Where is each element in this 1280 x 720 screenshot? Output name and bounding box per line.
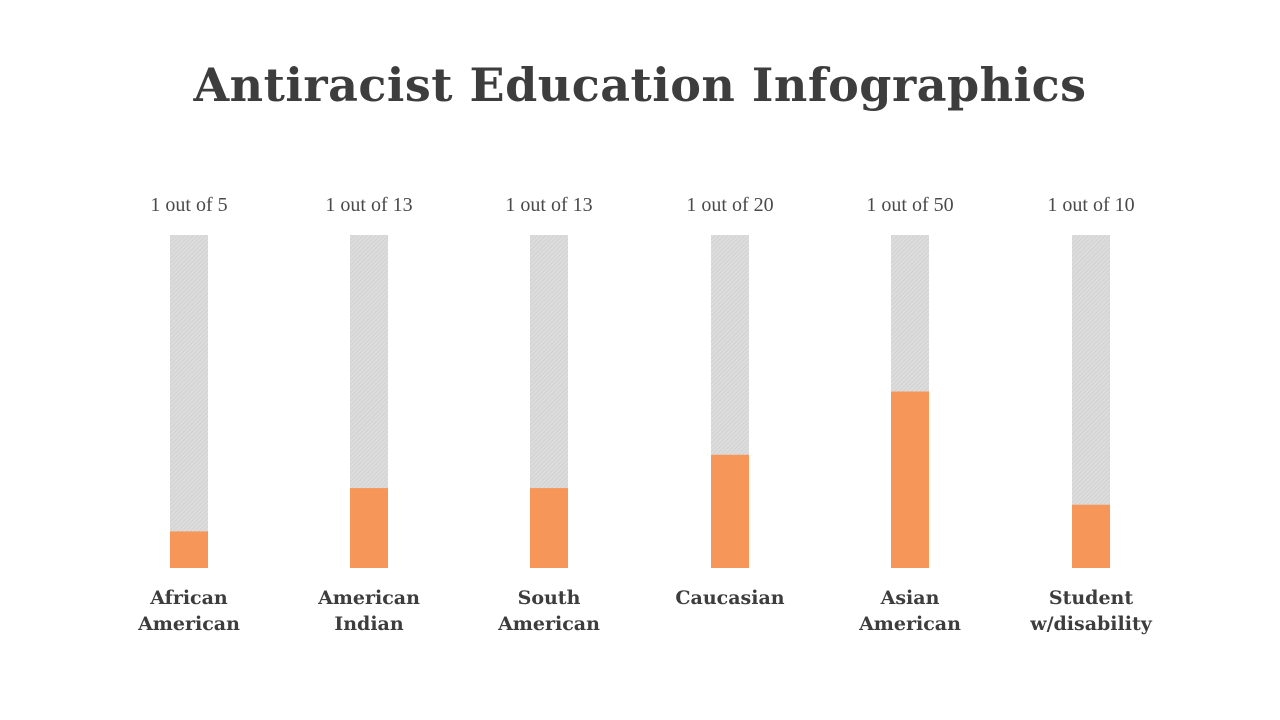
value-label-2: 1 out of 13 [505,194,592,216]
bar-track-0 [170,235,208,568]
category-label-1-0: American [317,587,420,609]
bar-3 [711,454,749,568]
category-label-3-0: Caucasian [675,587,784,609]
category-label-4-0: Asian [880,587,940,609]
bar-5 [1072,504,1110,568]
page-title: Antiracist Education Infographics [193,58,1087,112]
category-label-2-0: South [518,587,581,609]
bar-0 [170,531,208,568]
bar-4 [891,391,929,568]
category-label-0-0: African [149,587,228,609]
value-label-4: 1 out of 50 [866,194,953,216]
value-label-0: 1 out of 5 [150,194,227,216]
category-label-2-1: American [497,613,600,635]
category-label-5-0: Student [1049,587,1133,609]
value-label-1: 1 out of 13 [325,194,412,216]
category-label-1-1: Indian [334,613,404,635]
bar-1 [350,488,388,568]
category-label-0-1: American [137,613,240,635]
value-label-3: 1 out of 20 [686,194,773,216]
value-label-5: 1 out of 10 [1047,194,1134,216]
bar-2 [530,488,568,568]
category-label-4-1: American [858,613,961,635]
category-label-5-1: w/disability [1029,613,1153,635]
